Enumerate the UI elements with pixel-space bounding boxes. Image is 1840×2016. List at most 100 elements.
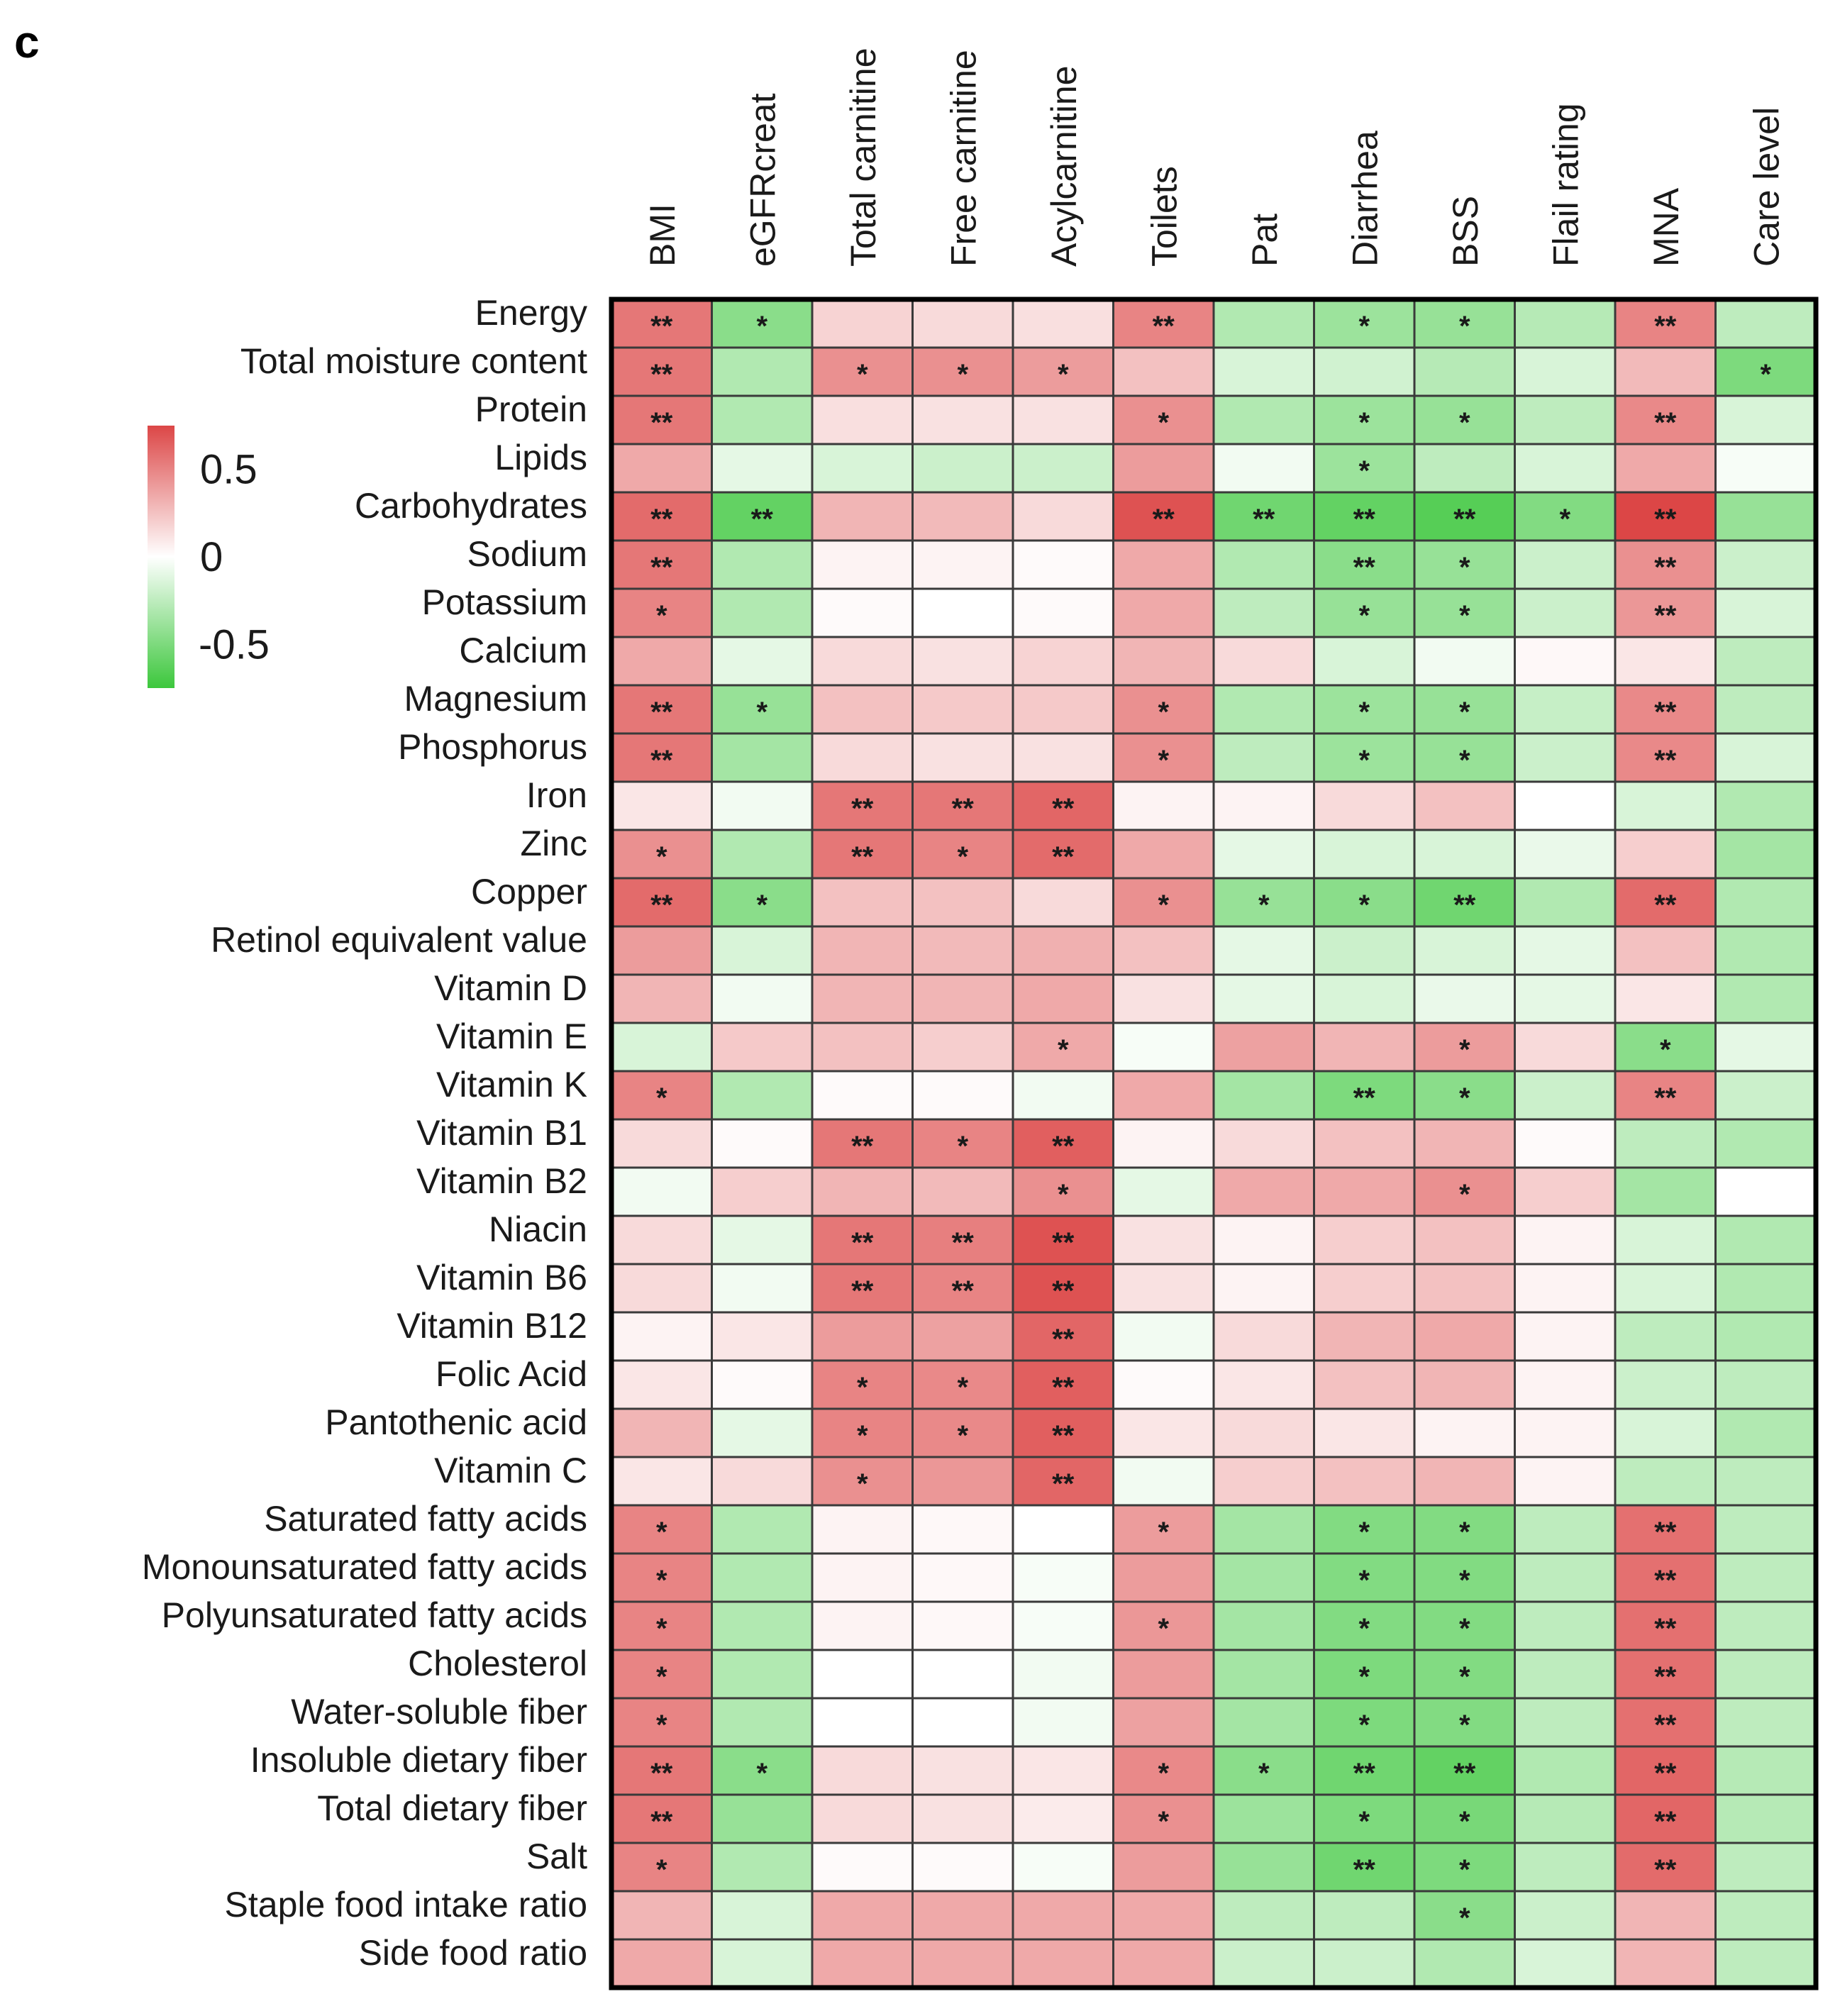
heatmap-cell [1012,1070,1114,1121]
heatmap-cell [811,1552,914,1603]
heatmap-cell [1514,298,1617,349]
heatmap-cell [1714,1552,1817,1603]
heatmap-cell [1614,732,1717,783]
heatmap-cell [1714,1456,1817,1507]
heatmap-cell [1112,780,1215,831]
legend-tick-label: -0.5 [199,621,270,668]
heatmap-cell [1212,925,1315,976]
heatmap-cell [1112,1745,1215,1796]
heatmap-cell [1714,1311,1817,1362]
heatmap-cell [1714,973,1817,1024]
heatmap-cell [1514,1697,1617,1748]
heatmap-cell [811,1359,914,1410]
row-label: Vitamin E [436,1017,587,1056]
heatmap-cell [1212,1504,1315,1555]
heatmap-cell [1313,1841,1416,1893]
significance-star: * [1660,1034,1671,1065]
heatmap-cell [911,829,1014,880]
heatmap-cell [1112,684,1215,735]
heatmap-cell [911,1456,1014,1507]
column-label: MNA [1646,187,1686,267]
heatmap-cell [1614,636,1717,687]
heatmap-cell [1614,1745,1717,1796]
significance-star: * [656,1082,667,1114]
significance-star: * [957,359,968,390]
heatmap-cell [610,443,713,494]
heatmap-cell [1212,1745,1315,1796]
significance-star: ** [650,745,673,776]
heatmap-cell [1012,1504,1114,1555]
significance-star: * [1058,359,1069,390]
significance-star: * [1158,1517,1169,1548]
heatmap-cell [1112,443,1215,494]
heatmap-cell [1012,1021,1114,1073]
heatmap-cell [1012,1552,1114,1603]
heatmap-cell [1714,1938,1817,1989]
heatmap-cell [811,684,914,735]
heatmap-cell [811,1021,914,1073]
heatmap-cell [811,636,914,687]
significance-star: * [1459,697,1470,728]
row-label: Magnesium [404,679,587,719]
heatmap-cell [1413,925,1516,976]
heatmap-cell [1212,1552,1315,1603]
heatmap-cell [1614,1359,1717,1410]
heatmap-cell [911,1021,1014,1073]
significance-star: ** [1654,311,1677,342]
significance-star: * [1459,1903,1470,1934]
heatmap-cell [1714,1359,1817,1410]
heatmap-cell [1212,1938,1315,1989]
significance-star: ** [952,1275,975,1307]
significance-star: * [656,841,667,873]
significance-star: * [1459,1082,1470,1114]
heatmap-cell [1714,1021,1817,1073]
significance-star: ** [1453,504,1476,535]
heatmap-cell [911,1793,1014,1844]
heatmap-cell [1514,1359,1617,1410]
column-label: Care level [1746,107,1786,267]
significance-star: ** [1353,1758,1376,1789]
panel-label: c [14,16,40,67]
heatmap-cell [1313,443,1416,494]
significance-star: ** [650,407,673,438]
heatmap-cell [1714,1890,1817,1941]
heatmap-cell [711,1938,814,1989]
heatmap-cell [1514,877,1617,928]
significance-star: * [656,1565,667,1596]
significance-star: * [1459,311,1470,342]
significance-star: ** [650,552,673,583]
heatmap-cell [1714,1263,1817,1314]
heatmap-cell [1614,443,1717,494]
heatmap-cell [711,829,814,880]
heatmap-cell [811,1600,914,1651]
heatmap-cell [1514,1745,1617,1796]
heatmap-cell [711,1263,814,1314]
significance-star: ** [1654,504,1677,535]
heatmap-cell [811,973,914,1024]
heatmap-cell [811,587,914,638]
heatmap-cell [1112,346,1215,397]
legend-tick-label: 0 [200,534,223,580]
row-label: Vitamin D [434,968,587,1008]
significance-star: ** [1654,890,1677,921]
heatmap-cell [1514,346,1617,397]
heatmap-cell [1514,1311,1617,1362]
heatmap-cell [1614,1890,1717,1941]
heatmap-cell [711,684,814,735]
significance-star: ** [650,359,673,390]
heatmap-cell [1212,491,1315,542]
heatmap-cell [1714,1504,1817,1555]
significance-star: ** [650,890,673,921]
heatmap-cell [1313,1311,1416,1362]
significance-star: * [1158,407,1169,438]
heatmap-cell [1012,1359,1114,1410]
heatmap-cell [1614,973,1717,1024]
heatmap-cell [610,1166,713,1217]
heatmap-cell [811,1214,914,1265]
heatmap-cell [711,732,814,783]
significance-star: ** [650,1806,673,1837]
significance-star: * [957,1131,968,1162]
heatmap-cell [1012,1697,1114,1748]
heatmap-cell [1012,539,1114,590]
heatmap-cell [1112,298,1215,349]
